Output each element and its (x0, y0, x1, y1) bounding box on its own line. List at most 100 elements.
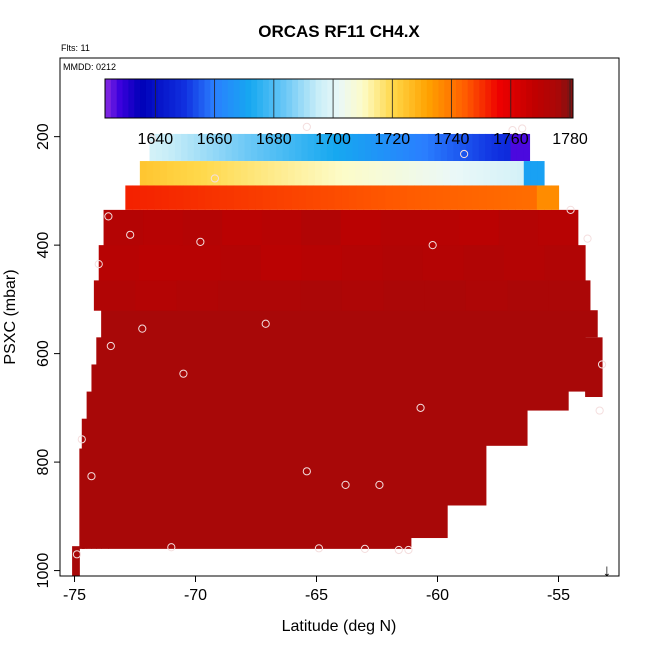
heatmap-cell (447, 310, 487, 506)
heatmap-cell (162, 133, 170, 162)
heatmap-cell (187, 133, 195, 162)
y-axis-label: PSXC (mbar) (2, 269, 19, 364)
heatmap-cell (416, 161, 424, 186)
heatmap-cell (247, 161, 255, 186)
heatmap-cell (288, 161, 296, 186)
heatmap-cell (333, 133, 341, 162)
heatmap-cell (392, 185, 401, 210)
colorbar-frame (104, 78, 574, 119)
heatmap-cell (490, 161, 498, 186)
colorbar-segment (233, 79, 241, 118)
colorbar-segment (403, 79, 410, 118)
heatmap-cell (442, 161, 451, 186)
heatmap-cell (200, 133, 208, 162)
down-arrow-icon: ↓ (603, 561, 612, 580)
chart-title: ORCAS RF11 CH4.X (258, 22, 420, 41)
heatmap-cell (301, 161, 309, 186)
colorbar-segment (385, 79, 393, 118)
heatmap-cell (415, 133, 423, 162)
heatmap-cell (300, 280, 343, 311)
plot-frame (59, 57, 620, 577)
heatmap-cell (181, 133, 189, 162)
heatmap-cell (370, 185, 379, 210)
heatmap-cell (298, 185, 307, 210)
heatmap-cell (320, 185, 329, 210)
heatmap-cell (305, 185, 314, 210)
colorbar-segment (537, 79, 545, 118)
heatmap-cell (294, 161, 303, 186)
heatmap-cell (226, 185, 235, 210)
heatmap-cell (389, 161, 397, 186)
colorbar-segment (274, 79, 281, 118)
heatmap-cell (261, 209, 302, 246)
heatmap-cell (472, 133, 480, 162)
colorbar-segment (298, 79, 305, 118)
heatmap-cell (422, 161, 431, 186)
sample-point (94, 260, 103, 269)
heatmap-cell (269, 133, 277, 162)
heatmap-cell (327, 185, 336, 210)
colorbar-segment (268, 79, 276, 118)
colorbar-segment (344, 79, 352, 118)
colorbar-segment (409, 79, 416, 118)
heatmap-cell (585, 310, 598, 338)
x-axis-label: Latitude (deg N) (282, 618, 397, 635)
colorbar-tick-label: 1780 (552, 131, 588, 148)
heatmap-cell (103, 209, 144, 246)
heatmap-cell (139, 185, 148, 210)
heatmap-cell (383, 280, 426, 311)
colorbar-segment (181, 79, 188, 118)
heatmap-cell (219, 133, 227, 162)
colorbar-segment (122, 79, 129, 118)
heatmap-cell (463, 245, 505, 281)
heatmap-cell (497, 133, 505, 162)
heatmap-cell (349, 185, 357, 210)
heatmap-cell (485, 133, 493, 162)
colorbar-segment (309, 79, 317, 118)
heatmap-cell (81, 418, 88, 549)
heatmap-cell (449, 161, 458, 186)
colorbar-segment (280, 79, 287, 118)
heatmap-cell (435, 185, 444, 210)
colorbar-segment (555, 79, 562, 118)
heatmap-cell (402, 161, 410, 186)
heatmap-cell (536, 185, 545, 210)
colorbar-segment (210, 79, 217, 118)
heatmap-cell (523, 133, 531, 162)
heatmap-cell (187, 161, 195, 186)
heatmap-cell (466, 133, 474, 162)
heatmap-cell (238, 133, 246, 162)
colorbar-segment (496, 79, 504, 118)
heatmap-cell (340, 209, 381, 246)
heatmap-cell (527, 310, 569, 411)
heatmap-cell (419, 209, 460, 246)
heatmap-cell (308, 161, 316, 186)
heatmap-cell (288, 133, 296, 162)
heatmap-cell (183, 185, 191, 210)
colorbar-tick-label: 1760 (493, 131, 529, 148)
heatmap-cell (244, 133, 252, 162)
heatmap-cell (197, 185, 206, 210)
heatmap-cell (395, 161, 404, 186)
y-tick-label: 800 (35, 449, 52, 476)
colorbar-segment (128, 79, 135, 118)
sample-point (566, 205, 575, 214)
heatmap-cell (469, 161, 478, 186)
colorbar-segment (169, 79, 176, 118)
heatmap-cell (132, 185, 141, 210)
heatmap-cell (429, 161, 437, 186)
colorbar-segment (438, 79, 445, 118)
heatmap-cell (479, 185, 487, 210)
heatmap-cell (213, 161, 222, 186)
heatmap-cell (515, 185, 524, 210)
sample-point (394, 545, 403, 555)
colorbar-segment (502, 79, 510, 118)
heatmap-cell (91, 364, 97, 549)
heatmap-cell (231, 133, 239, 162)
heatmap-cell (380, 209, 421, 246)
heatmap-cell (410, 310, 448, 539)
sample-point (104, 212, 113, 221)
colorbar-segment (251, 79, 258, 118)
colorbar-segment (186, 79, 194, 118)
colorbar-segment (175, 79, 182, 118)
